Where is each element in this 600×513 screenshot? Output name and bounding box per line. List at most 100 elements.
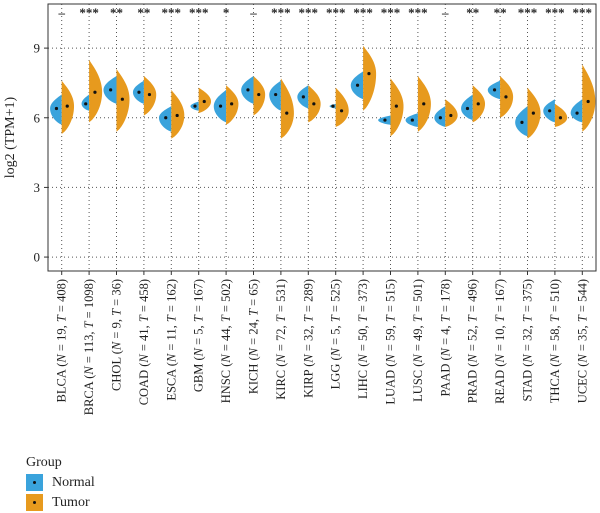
y-axis-title: log2 (TPM+1) bbox=[3, 96, 18, 178]
median-point-normal bbox=[109, 88, 113, 92]
x-tick-label: PRAD (N = 52, T = 496) bbox=[466, 279, 480, 403]
significance-label: *** bbox=[545, 5, 565, 20]
median-point-tumor bbox=[449, 113, 453, 118]
x-tick-label: BLCA (N = 19, T = 408) bbox=[55, 279, 69, 403]
median-point-tumor bbox=[476, 102, 480, 106]
significance-label: *** bbox=[518, 5, 538, 20]
median-point-normal bbox=[438, 116, 442, 120]
significance-label: – bbox=[57, 5, 65, 20]
median-point-tumor bbox=[93, 90, 97, 94]
median-point-tumor bbox=[120, 97, 124, 101]
median-point-tumor bbox=[422, 102, 426, 106]
x-tick-label: COAD (N = 41, T = 458) bbox=[137, 279, 151, 405]
median-point-normal bbox=[492, 88, 497, 92]
y-tick-label: 9 bbox=[34, 41, 41, 56]
significance-label: *** bbox=[408, 5, 428, 20]
significance-label: *** bbox=[299, 5, 319, 20]
x-tick-label: KIRP (N = 32, T = 289) bbox=[301, 279, 315, 398]
significance-label: ** bbox=[110, 5, 123, 20]
y-axis: 0 3 6 9 bbox=[34, 41, 48, 265]
median-point-tumor bbox=[65, 104, 69, 108]
significance-label: *** bbox=[353, 5, 373, 20]
y-tick-label: 0 bbox=[34, 250, 41, 265]
significance-label: * bbox=[223, 5, 230, 20]
violin-tumor bbox=[582, 64, 596, 132]
median-point-tumor bbox=[285, 111, 289, 115]
significance-label: *** bbox=[381, 5, 401, 20]
violin-tumor bbox=[335, 87, 349, 128]
significance-layer: – *** ** ** *** *** * – *** *** *** *** *** *** – ** ** *… bbox=[57, 5, 592, 20]
median-point-normal bbox=[193, 104, 197, 108]
legend-title: Group bbox=[26, 455, 62, 470]
legend-key-normal bbox=[26, 474, 43, 491]
legend-label-tumor: Tumor bbox=[52, 495, 90, 510]
x-tick-label: LGG (N = 5, T = 525) bbox=[329, 279, 343, 389]
x-tick-label: UCEC (N = 35, T = 544) bbox=[575, 279, 589, 403]
y-tick-label: 3 bbox=[34, 180, 41, 195]
significance-label: *** bbox=[189, 5, 209, 20]
median-point-tumor bbox=[504, 95, 508, 99]
median-point-normal bbox=[274, 92, 278, 97]
median-point-tumor bbox=[312, 102, 316, 106]
median-point-normal bbox=[331, 104, 335, 108]
median-point-tumor bbox=[586, 99, 590, 104]
violin-tumor bbox=[280, 78, 294, 139]
median-point-normal bbox=[246, 88, 250, 92]
median-point-normal bbox=[383, 118, 387, 122]
violin-tumor bbox=[445, 99, 458, 128]
median-point-tumor bbox=[257, 92, 261, 97]
significance-label: *** bbox=[162, 5, 182, 20]
grid-lines bbox=[48, 4, 596, 271]
significance-label: – bbox=[441, 5, 449, 20]
significance-label: – bbox=[249, 5, 257, 20]
median-point-tumor bbox=[230, 102, 234, 106]
x-tick-label: LIHC (N = 50, T = 373) bbox=[356, 279, 370, 399]
median-point-tumor bbox=[394, 104, 398, 108]
significance-label: *** bbox=[326, 5, 346, 20]
x-tick-label: STAD (N = 32, T = 375) bbox=[521, 279, 535, 402]
x-tick-label: READ (N = 10, T = 167) bbox=[493, 279, 507, 404]
median-point-tumor bbox=[531, 111, 535, 115]
violin-tumor bbox=[554, 103, 568, 128]
x-tick-label: KIRC (N = 72, T = 531) bbox=[274, 279, 288, 400]
median-point-normal bbox=[465, 106, 470, 111]
x-tick-label: CHOL (N = 9, T = 36) bbox=[110, 279, 124, 391]
significance-label: ** bbox=[494, 5, 507, 20]
legend-label-normal: Normal bbox=[52, 475, 95, 490]
legend: Group Normal Tumor bbox=[18, 455, 168, 511]
median-point-tumor bbox=[558, 116, 563, 120]
median-point-normal bbox=[137, 90, 141, 94]
violin-normal bbox=[570, 99, 583, 123]
legend-key-tumor bbox=[26, 494, 43, 511]
median-point-normal bbox=[164, 116, 168, 120]
median-point-tumor bbox=[147, 92, 152, 97]
median-point-normal bbox=[54, 106, 59, 111]
violin-tumor bbox=[363, 45, 377, 111]
median-point-tumor bbox=[175, 113, 179, 118]
plot-frame bbox=[47, 3, 597, 272]
median-point-tumor bbox=[339, 109, 344, 113]
median-point-normal bbox=[301, 95, 305, 99]
significance-label: *** bbox=[79, 5, 99, 20]
x-tick-label: HNSC (N = 44, T = 502) bbox=[219, 279, 233, 403]
median-point-normal bbox=[520, 120, 524, 125]
significance-label: *** bbox=[271, 5, 291, 20]
median-point-tumor bbox=[367, 72, 371, 76]
x-axis: BLCA (N = 19, T = 408) BRCA (N = 113, T =… bbox=[55, 271, 589, 415]
x-tick-label: PAAD (N = 4, T = 178) bbox=[438, 279, 452, 397]
legend-item-tumor: Tumor bbox=[26, 493, 166, 513]
median-point-normal bbox=[410, 118, 414, 122]
median-point-normal bbox=[218, 104, 223, 108]
x-tick-label: LUSC (N = 49, T = 501) bbox=[411, 279, 425, 402]
x-tick-label: LUAD (N = 59, T = 515) bbox=[384, 279, 398, 405]
x-tick-label: THCA (N = 58, T = 510) bbox=[548, 279, 562, 403]
significance-label: ** bbox=[466, 5, 479, 20]
legend-item-normal: Normal bbox=[26, 473, 166, 493]
median-point-normal bbox=[548, 109, 552, 113]
significance-label: ** bbox=[137, 5, 150, 20]
y-tick-label: 6 bbox=[34, 110, 41, 125]
x-tick-label: ESCA (N = 11, T = 162) bbox=[164, 279, 178, 401]
median-point-normal bbox=[355, 83, 360, 87]
x-tick-label: KICH (N = 24, T = 65) bbox=[247, 279, 261, 394]
violin-layer bbox=[50, 45, 596, 139]
